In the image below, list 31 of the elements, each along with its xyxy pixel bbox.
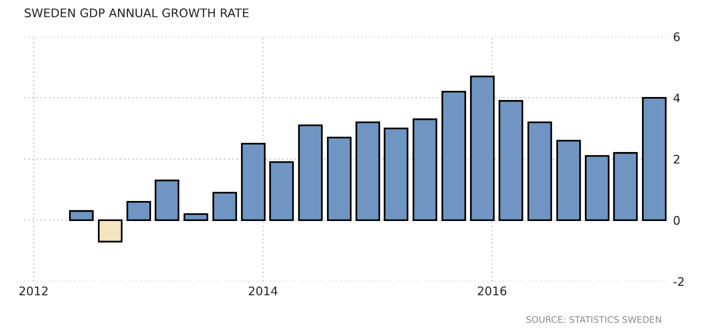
bar (212, 192, 238, 222)
bar (126, 201, 152, 222)
bar (384, 128, 408, 222)
bar (241, 142, 266, 222)
source-note: SOURCE: STATISTICS SWEDEN (526, 316, 661, 323)
chart-title: SWEDEN GDP ANNUAL GROWTH RATE (24, 8, 249, 18)
bar (356, 121, 380, 222)
bar (613, 152, 638, 222)
y-tick-label: -2 (674, 277, 684, 286)
bar (298, 124, 323, 222)
bar (69, 210, 94, 222)
bar (154, 180, 180, 222)
y-tick-label: 0 (674, 216, 680, 225)
y-tick-label: 4 (674, 94, 680, 102)
bar (269, 161, 294, 222)
bar (527, 121, 552, 222)
bar (442, 90, 466, 222)
bar (584, 155, 610, 222)
bar (98, 219, 123, 242)
y-tick-label: 6 (674, 32, 680, 42)
bar (184, 213, 208, 222)
bar (498, 100, 524, 222)
x-tick-label: 2016 (478, 286, 506, 296)
bar (470, 76, 495, 222)
y-tick-label: 2 (674, 154, 680, 164)
x-tick-label: 2014 (248, 286, 278, 296)
bar (556, 140, 581, 222)
bar (412, 118, 438, 222)
bar (642, 96, 667, 222)
bar (326, 136, 352, 222)
x-tick-label: 2012 (20, 286, 48, 296)
